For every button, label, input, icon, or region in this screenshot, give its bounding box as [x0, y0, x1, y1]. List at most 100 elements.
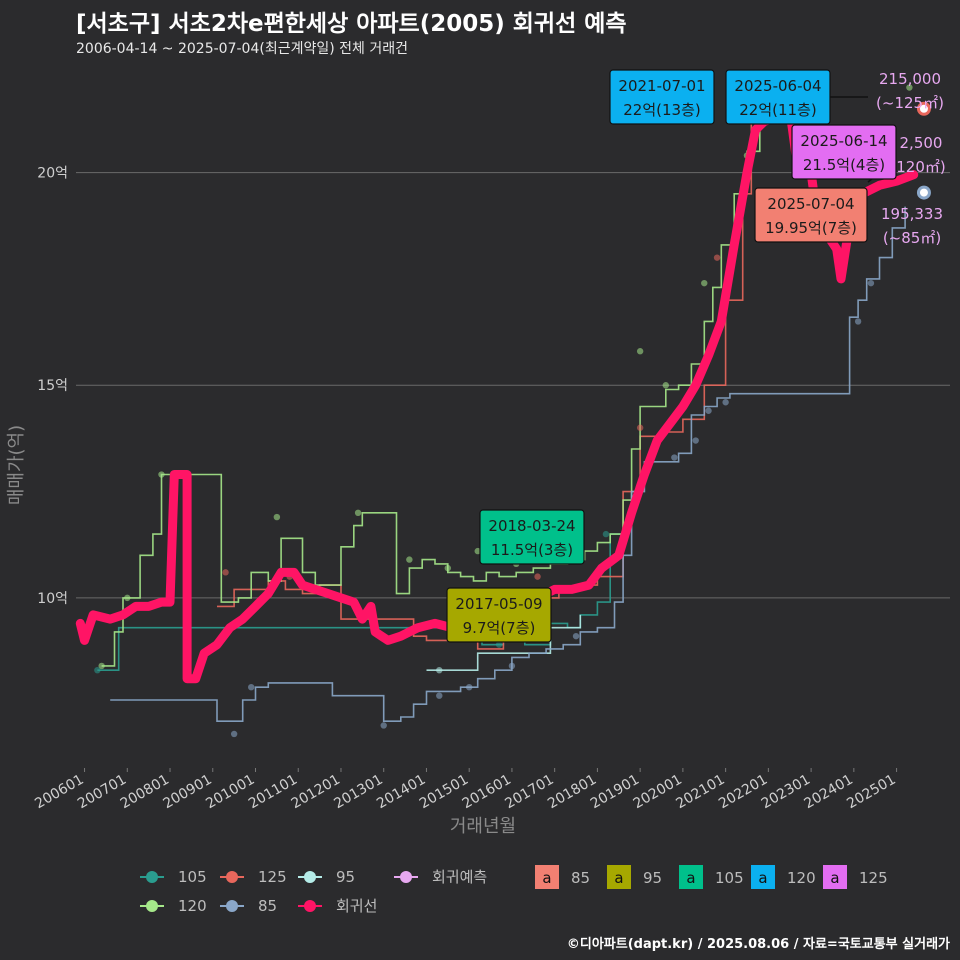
scatter-point-85: [854, 318, 862, 325]
scatter-point-120: [158, 471, 165, 478]
annotation-2025-06-14: 2025-06-14 21.5억(4층): [791, 124, 897, 180]
legend-item-회귀예측: 회귀예측: [394, 868, 487, 886]
annotation-date: 2018-03-24: [488, 517, 575, 535]
scatter-point-85: [380, 722, 387, 729]
legend-item-120: 120: [140, 897, 207, 915]
forecast-marker-125: [916, 101, 931, 116]
legend-box-glyph: a: [686, 869, 695, 887]
legend-box-glyph: a: [614, 869, 623, 887]
scatter-point-120: [124, 594, 131, 602]
forecast-markers: [916, 101, 931, 200]
forecast-area: 120㎡): [896, 158, 945, 176]
series-line-125: [217, 87, 770, 650]
scatter-point-95: [436, 666, 443, 674]
legend-dot-swatch: [226, 871, 238, 883]
x-axis-title: 거래년월: [450, 816, 516, 837]
legend-label: 120: [178, 897, 207, 915]
legend-item-105: 105: [140, 868, 207, 886]
forecast-area: (~85㎡): [883, 229, 941, 247]
scatter-point-120: [354, 509, 362, 517]
scatter-point-120: [406, 556, 413, 563]
legend-label: 회귀선: [336, 897, 377, 915]
scatter-point-105: [495, 641, 503, 648]
annotation-price: 22억(11층): [739, 101, 816, 119]
legend-dot-swatch: [304, 871, 316, 883]
footer-credit: ©디아파트(dapt.kr) / 2025.08.06 / 자료=국토교통부 실…: [566, 937, 950, 952]
scatter-point-120: [662, 382, 669, 389]
scatter-point-120: [273, 513, 281, 521]
x-tick-label: 202501: [844, 772, 898, 813]
legend: 105 125 95 회귀예측 120 85 회귀선 a 85 a 95 a 105 a 120 a 125: [140, 865, 888, 915]
annotation-price: 19.95억(7층): [765, 219, 857, 237]
legend-dot-swatch: [146, 900, 158, 912]
legend-dot-swatch: [400, 871, 412, 883]
legend-label: 회귀예측: [432, 868, 487, 886]
scatter-point-120: [98, 662, 105, 670]
scatter-point-125: [534, 573, 541, 580]
legend-label: 120: [787, 869, 816, 887]
forecast-value: 195,333: [881, 205, 943, 223]
forecast-value: 215,000: [879, 70, 941, 88]
annotation-date: 2017-05-09: [455, 595, 542, 613]
legend-label: 125: [258, 868, 287, 886]
annotation-2018-03-24: 2018-03-24 11.5억(3층): [479, 509, 585, 565]
scatter-point-120: [444, 564, 452, 572]
annotation-2017-05-09: 2017-05-09 9.7억(7층): [446, 587, 552, 643]
legend-item-85: 85: [220, 897, 277, 915]
annotation-price: 21.5억(4층): [803, 156, 885, 174]
scatter-point-85: [722, 399, 729, 406]
annotation-price: 22억(13층): [623, 101, 700, 119]
legend-box-swatch: [823, 865, 847, 889]
scatter-point-105: [94, 666, 101, 674]
annotation-price: 11.5억(3층): [491, 541, 573, 559]
annotation-box: [609, 69, 715, 125]
legend-label: 85: [258, 897, 277, 915]
y-tick-label: 10억: [37, 591, 68, 607]
scatter-point-120: [636, 348, 644, 355]
y-tick-label: 15억: [37, 378, 68, 394]
legend-label: 105: [715, 869, 744, 887]
scatter-point-85: [705, 407, 712, 414]
annotation-date: 2025-07-04: [767, 195, 854, 213]
legend-box-glyph: a: [542, 869, 551, 887]
forecast-value: 2,500: [900, 134, 943, 152]
legend-dot-swatch: [146, 871, 158, 883]
scatter-point-105: [602, 530, 610, 538]
scatter-point-85: [572, 632, 580, 640]
annotation-box: [479, 509, 585, 565]
legend-box-125: a 125: [823, 865, 888, 889]
legend-dot-swatch: [304, 900, 316, 912]
annotation-date: 2025-06-14: [800, 132, 887, 150]
legend-item-125: 125: [220, 868, 287, 886]
annotation-price: 9.7억(7층): [463, 619, 536, 637]
annotation-box: [791, 124, 897, 180]
forecast-labels: 215,000 (~125㎡) 2,500 120㎡) 195,333 (~85㎡): [876, 70, 946, 247]
legend-box-swatch: [751, 865, 775, 889]
annotation-2021-07-01: 2021-07-01 22억(13층): [609, 69, 715, 125]
forecast-area: (~125㎡): [876, 94, 944, 112]
annotation-2025-06-04: 2025-06-04 22억(11층): [725, 69, 831, 125]
legend-label: 125: [859, 869, 888, 887]
scatter-point-85: [692, 437, 699, 444]
scatter-point-85: [465, 683, 473, 691]
annotation-labels: 2021-07-0122억(13층)2025-06-0422억(11층)2025…: [446, 69, 897, 643]
scatter-point-85: [230, 730, 238, 738]
scatter-point-120: [701, 279, 708, 287]
legend-label: 95: [643, 869, 662, 887]
legend-item-95: 95: [298, 868, 355, 886]
legend-item-회귀선: 회귀선: [298, 897, 377, 915]
legend-box-95: a 95: [607, 865, 662, 889]
y-axis-title: 매매가(억): [6, 425, 27, 505]
axes: 10억15억20억2006012007012008012009012010012…: [6, 166, 899, 837]
legend-box-swatch: [535, 865, 559, 889]
legend-box-105: a 105: [679, 865, 744, 889]
scatter-point-125: [713, 254, 721, 261]
legend-box-swatch: [679, 865, 703, 889]
legend-box-glyph: a: [830, 869, 839, 887]
scatter-point-85: [436, 692, 443, 699]
chart-subtitle: 2006-04-14 ~ 2025-07-04(최근계약일) 전체 거래건: [76, 41, 408, 57]
annotation-box: [725, 69, 831, 125]
legend-label: 95: [336, 868, 355, 886]
scatter-point-85: [248, 683, 255, 691]
